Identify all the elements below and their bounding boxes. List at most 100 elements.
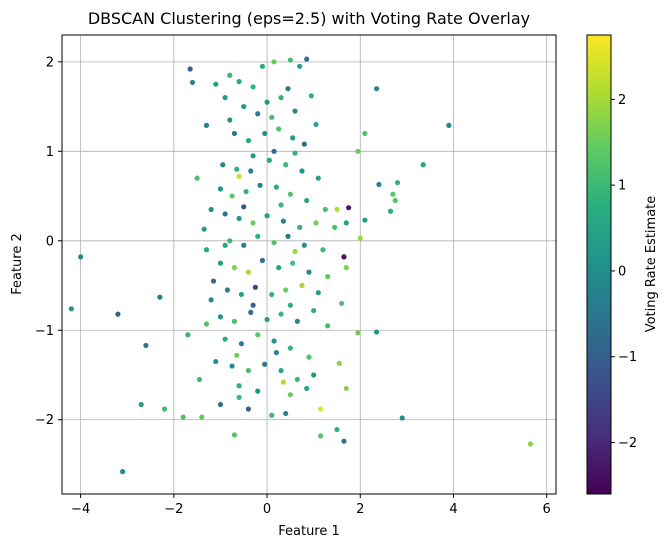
data-point: [285, 233, 291, 239]
data-point: [304, 197, 310, 204]
colorbar-tick-label: 1: [618, 179, 626, 194]
data-point: [231, 265, 238, 271]
data-point: [311, 372, 317, 378]
data-point: [325, 323, 331, 329]
data-point: [245, 137, 252, 144]
data-point: [392, 197, 398, 204]
data-point: [236, 394, 242, 400]
data-point: [222, 211, 228, 217]
data-point: [420, 162, 426, 168]
data-point: [313, 220, 319, 226]
data-point: [269, 291, 275, 298]
data-point: [143, 342, 149, 349]
data-point: [322, 206, 328, 213]
data-point: [301, 242, 307, 248]
colorbar-tick-label: 2: [618, 93, 626, 108]
data-point: [68, 306, 74, 312]
data-point: [334, 206, 340, 213]
data-point: [299, 282, 305, 289]
data-point: [234, 166, 240, 172]
data-point: [243, 188, 249, 195]
y-tick-label: 2: [46, 55, 54, 70]
data-point: [210, 278, 217, 284]
data-point: [264, 316, 270, 323]
data-point: [287, 191, 293, 197]
data-point: [262, 361, 268, 367]
data-point: [355, 148, 361, 154]
data-point: [343, 265, 349, 271]
data-point: [271, 148, 277, 154]
y-tick-label: −2: [35, 413, 54, 428]
data-point: [255, 111, 261, 117]
data-point: [297, 63, 303, 69]
data-point: [238, 341, 245, 347]
data-point: [315, 290, 321, 296]
data-point: [373, 329, 380, 335]
data-point: [255, 388, 261, 394]
y-axis: −2 −1 0 1 2: [35, 55, 62, 428]
data-point: [399, 415, 405, 421]
data-point: [287, 392, 293, 398]
data-point: [304, 385, 310, 392]
data-point: [320, 247, 326, 253]
data-point: [297, 224, 303, 230]
data-point: [241, 242, 247, 248]
colorbar-frame: [586, 34, 612, 495]
data-point: [201, 226, 207, 232]
data-point: [308, 93, 314, 99]
y-tick-label: −1: [35, 324, 54, 339]
x-tick-label: 2: [356, 502, 364, 517]
data-point: [283, 410, 289, 417]
y-axis-label: Feature 2: [10, 233, 25, 295]
data-point: [255, 233, 261, 239]
data-point: [227, 72, 233, 78]
x-tick-label: −2: [164, 502, 183, 517]
data-point: [376, 181, 382, 188]
data-point: [287, 302, 293, 308]
data-point: [217, 260, 224, 266]
data-point: [280, 218, 286, 224]
data-point: [217, 401, 224, 408]
data-point: [527, 441, 533, 447]
data-point: [259, 63, 265, 69]
data-point: [222, 95, 228, 101]
data-point: [180, 414, 186, 420]
data-point: [301, 141, 307, 147]
data-point: [339, 300, 345, 307]
data-point: [446, 122, 452, 128]
x-tick-label: −4: [71, 502, 90, 517]
data-point: [208, 297, 214, 303]
data-point: [250, 84, 256, 90]
data-point: [332, 224, 338, 230]
data-points: [68, 56, 533, 475]
data-point: [227, 238, 233, 244]
data-point: [213, 81, 219, 87]
data-point: [343, 385, 349, 392]
data-point: [294, 318, 300, 324]
data-point: [236, 173, 242, 179]
y-tick-label: 0: [46, 234, 54, 249]
data-point: [318, 406, 324, 412]
data-point: [294, 376, 300, 383]
data-point: [357, 235, 363, 241]
colorbar-ticks: −2 −1 0 1 2: [611, 93, 637, 451]
data-point: [217, 314, 224, 320]
data-point: [292, 108, 298, 114]
data-point: [229, 363, 235, 369]
data-point: [185, 332, 191, 338]
data-point: [161, 406, 168, 412]
data-point: [313, 121, 319, 128]
data-point: [287, 57, 293, 63]
data-point: [196, 376, 203, 383]
data-point: [292, 150, 298, 156]
data-point: [318, 433, 324, 439]
data-point: [290, 135, 296, 141]
data-point: [257, 182, 263, 188]
data-point: [273, 350, 279, 356]
data-point: [269, 412, 275, 418]
data-point: [138, 401, 144, 408]
x-tick-label: 0: [263, 502, 271, 517]
data-point: [362, 130, 368, 137]
data-point: [119, 469, 126, 475]
